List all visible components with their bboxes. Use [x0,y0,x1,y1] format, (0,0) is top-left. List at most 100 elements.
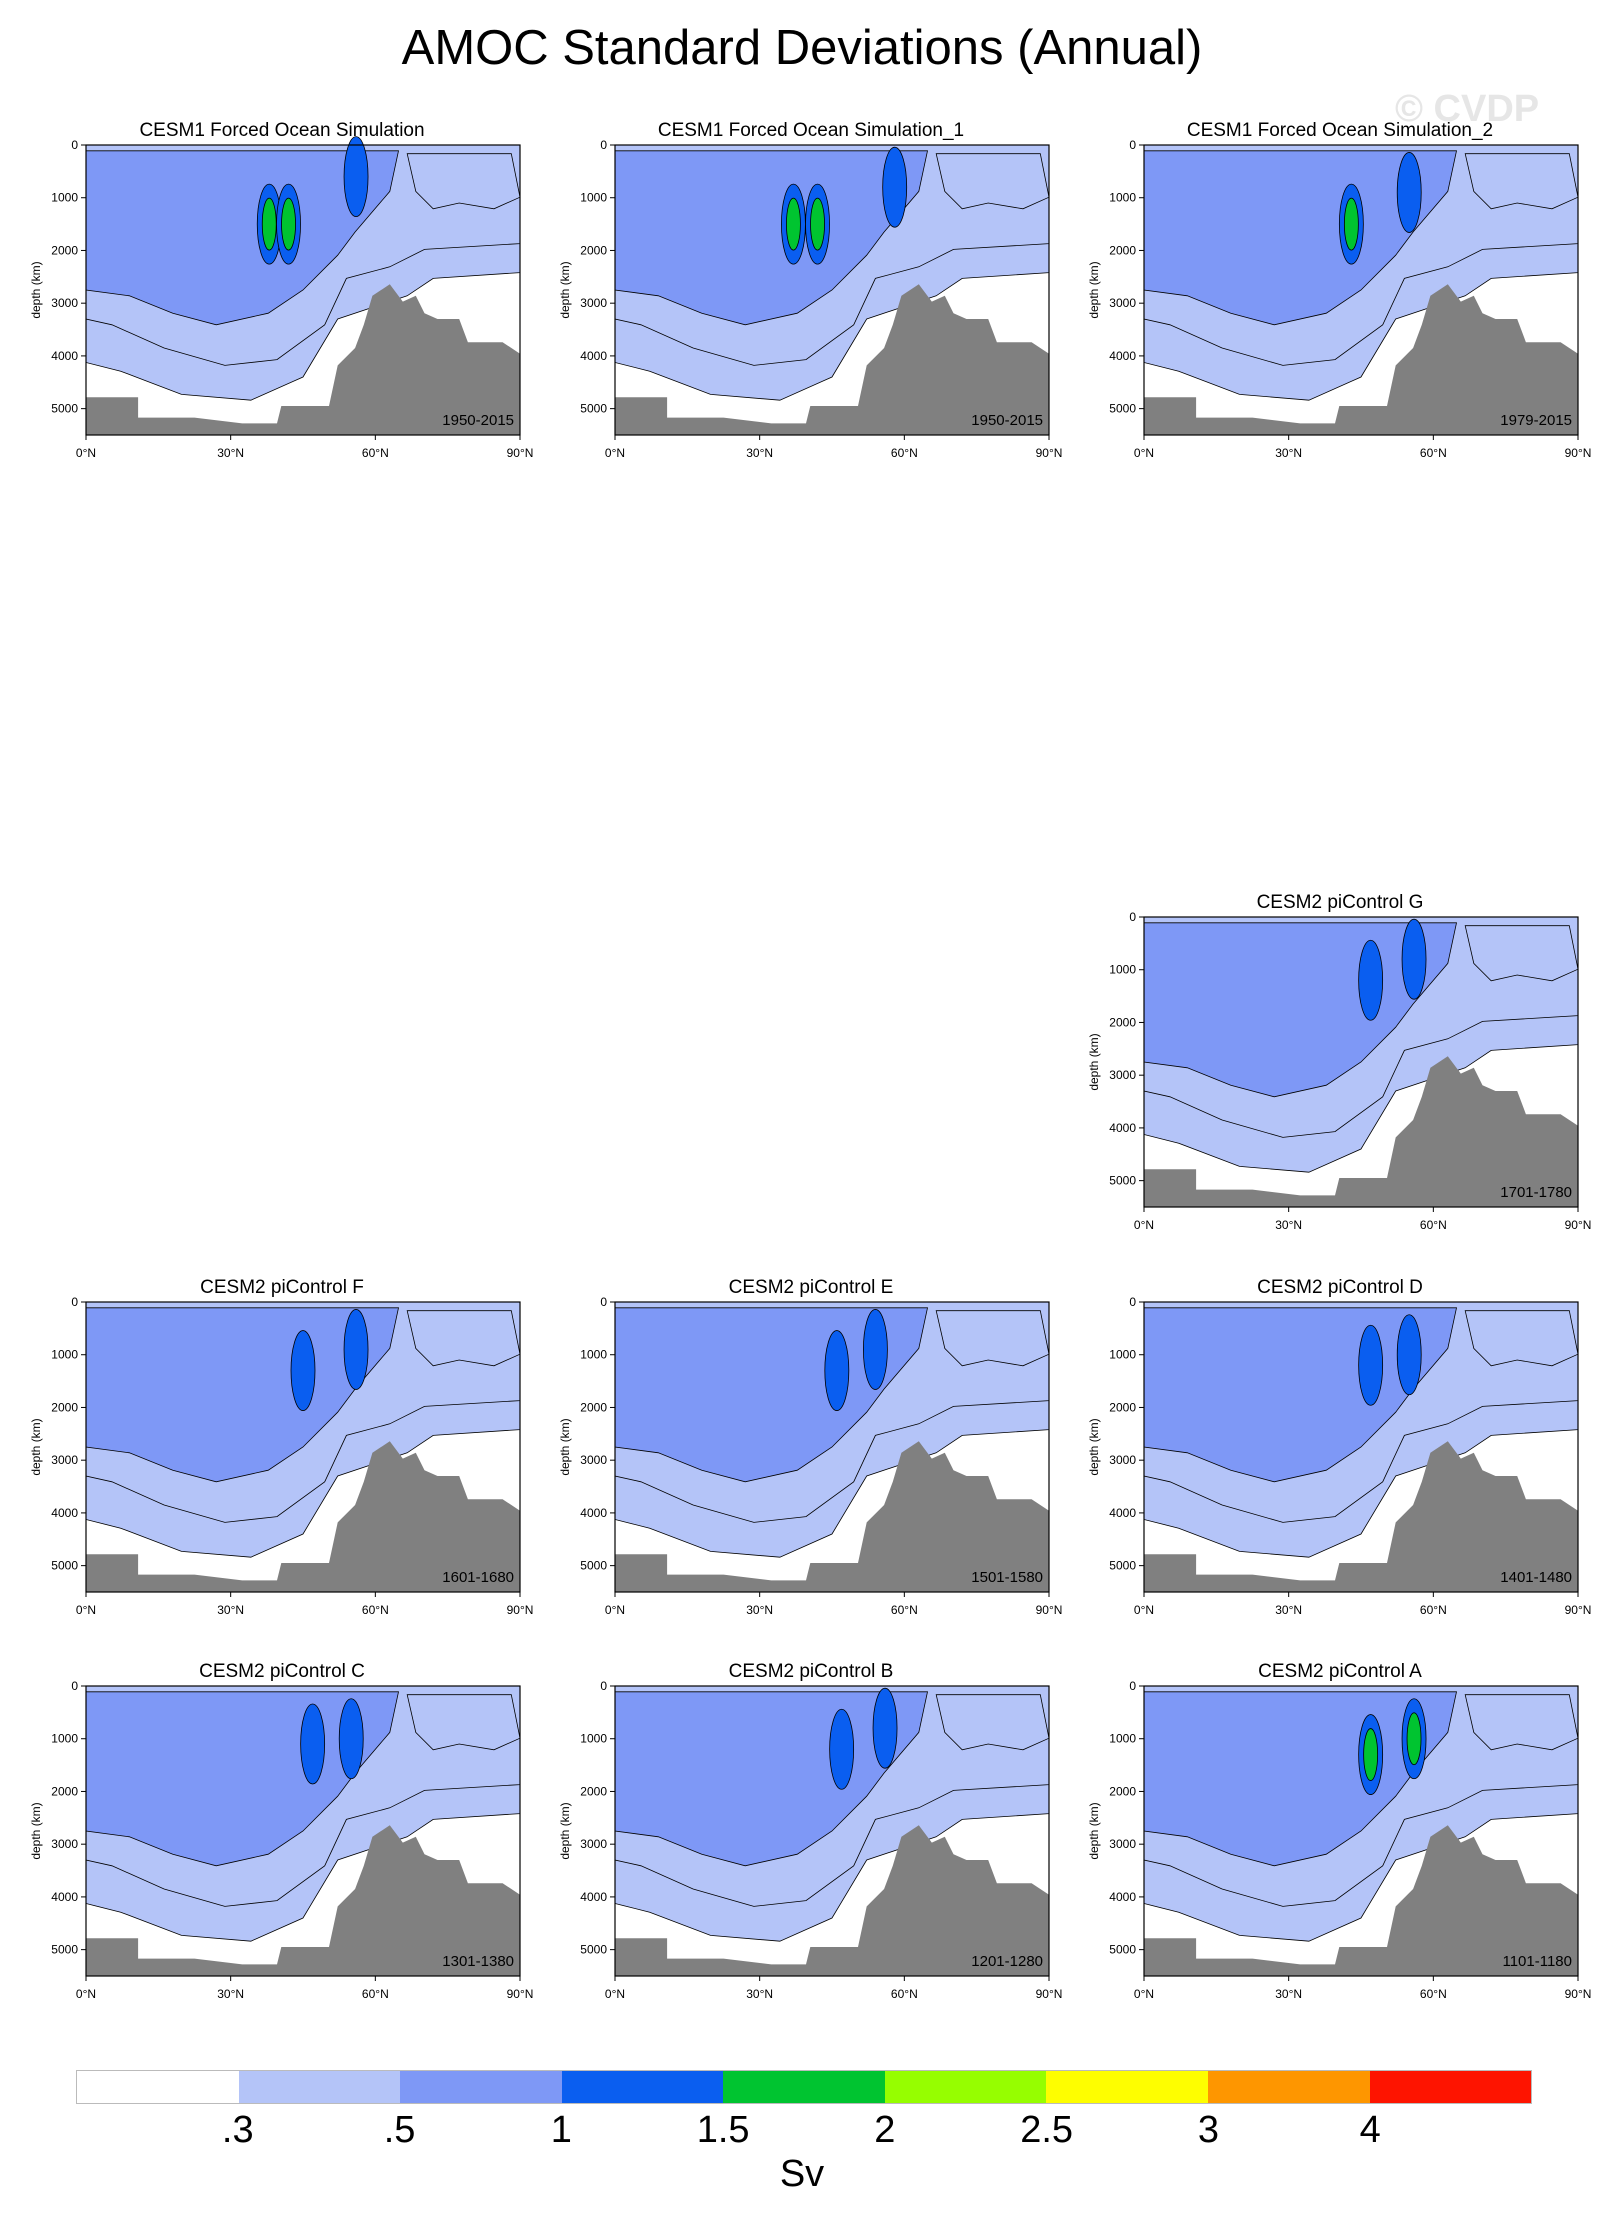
panel-title: CESM2 piControl C [199,1661,365,1682]
contour-plot: 0 1000 2000 3000 4000 5000 0°N 30°N 60°N 90°N dept… [1087,910,1592,1232]
x-tick-label: 60°N [1420,1603,1447,1617]
colorbar-box [1369,2071,1532,2103]
contour-band-nordic [406,1694,521,1751]
x-tick-label: 60°N [891,446,918,460]
x-tick-label: 60°N [1420,446,1447,460]
y-tick-label: 1000 [1109,191,1136,205]
x-tick-label: 90°N [1565,446,1592,460]
contour-lobe-1 [1363,1728,1379,1781]
contour-lobe-1 [829,1708,855,1790]
land-mask [1144,1056,1578,1207]
y-tick-label: 2000 [51,243,78,257]
y-tick-label: 3000 [1109,1837,1136,1851]
x-tick-label: 90°N [507,446,534,460]
land-mask [615,1825,1049,1976]
y-tick-label: 4000 [580,349,607,363]
y-tick-label: 2000 [580,1400,607,1414]
x-tick-label: 0°N [605,1987,625,2001]
y-axis-label: depth (km) [1087,1802,1101,1859]
y-tick-label: 2000 [1109,243,1136,257]
colorbar-box [1046,2071,1208,2103]
colorbar-label: 1.5 [696,2109,750,2151]
land-mask [1144,1825,1578,1976]
contour-plot: 0 1000 2000 3000 4000 5000 0°N 30°N 60°N 90°N dept… [1087,138,1592,460]
y-tick-label: 0 [1129,1295,1136,1309]
y-axis-label: depth (km) [29,1802,43,1859]
contour-band-1 [614,1307,928,1483]
y-tick-label: 5000 [580,1943,607,1957]
contour-band-nordic [935,1310,1050,1367]
y-tick-label: 4000 [1109,1506,1136,1520]
contour-lobe-1 [1358,939,1384,1021]
panel-title: CESM2 piControl A [1258,1661,1422,1682]
contour-band-1 [614,150,928,326]
contour-lobe-1 [824,1330,850,1411]
panel-title: CESM1 Forced Ocean Simulation_2 [1186,120,1494,141]
y-tick-label: 4000 [51,1890,78,1904]
y-tick-label: 2000 [51,1784,78,1798]
panel-title: CESM1 Forced Ocean Simulation [139,120,425,141]
period-label: 1950-2015 [971,412,1043,429]
panel-title: CESM2 piControl F [200,1277,364,1298]
x-tick-label: 0°N [1134,1987,1154,2001]
period-label: 1601-1680 [442,1569,514,1586]
y-tick-label: 5000 [580,1559,607,1573]
colorbar-label: 3 [1197,2109,1219,2151]
y-tick-label: 0 [1129,910,1136,924]
period-label: 1701-1780 [1500,1184,1572,1201]
colorbar-box [1207,2071,1370,2103]
y-tick-label: 0 [71,138,78,152]
y-tick-label: 3000 [580,1453,607,1467]
y-tick-label: 5000 [51,1943,78,1957]
y-tick-label: 4000 [1109,1121,1136,1135]
x-tick-label: 0°N [1134,1603,1154,1617]
contour-band-1 [85,150,399,326]
panel-8: CESM2 piControl C 0 1000 2000 3000 4000 5000 0°… [20,1661,533,2031]
plot-frame [85,1301,521,1593]
y-tick-label: 1000 [51,191,78,205]
contour-lobe-2 [281,197,296,251]
colorbar-label: 4 [1359,2109,1381,2151]
y-tick-label: 0 [71,1679,78,1693]
contour-band-nordic [935,153,1050,210]
plot-frame [614,144,1050,436]
x-tick-label: 0°N [1134,1218,1154,1232]
x-tick-label: 30°N [746,1603,773,1617]
x-tick-label: 90°N [1565,1218,1592,1232]
y-tick-label: 4000 [1109,349,1136,363]
contour-band-nordic [1464,925,1579,982]
colorbar-box [77,2071,239,2103]
y-tick-label: 5000 [51,1559,78,1573]
panel-10: CESM2 piControl A 0 1000 2000 3000 4000 5000 0°… [1078,1661,1591,2031]
y-tick-label: 1000 [51,1348,78,1362]
x-tick-label: 30°N [217,1603,244,1617]
contour-plot: 0 1000 2000 3000 4000 5000 0°N 30°N 60°N 90°N dept… [1087,1295,1591,1617]
contour-lobe-2 [1396,152,1422,233]
contour-lobe-2 [1396,1314,1422,1396]
plot-frame [85,144,521,436]
contour-band-1 [1143,150,1457,326]
contour-band-nordic [406,153,521,210]
figure-title: AMOC Standard Deviations (Annual) [401,21,1203,75]
panel-4: CESM2 piControl G 0 1000 2000 3000 4000 5000 0°… [1078,892,1591,1262]
colorbar-label: 1 [550,2109,572,2151]
contour-lobe-2 [1401,918,1427,1000]
x-tick-label: 60°N [891,1987,918,2001]
x-tick-label: 60°N [362,446,389,460]
colorbar-box [884,2071,1047,2103]
panel-title: CESM2 piControl E [728,1277,894,1298]
plot-frame [614,1685,1050,1977]
land-mask [1144,284,1578,435]
y-axis-label: depth (km) [1087,261,1101,318]
y-tick-label: 3000 [580,1837,607,1851]
contour-plot: 0 1000 2000 3000 4000 5000 0°N 30°N 60°N 90°N dept… [558,1295,1062,1617]
colorbar: .3 .5 1 1.5 2 2.5 3 4 Sv [0,2060,1604,2214]
x-tick-label: 60°N [362,1987,389,2001]
plot-frame [1143,1301,1579,1593]
y-tick-label: 5000 [1109,1943,1136,1957]
y-tick-label: 2000 [51,1400,78,1414]
period-label: 1301-1380 [442,1953,514,1970]
y-tick-label: 3000 [51,1837,78,1851]
y-tick-label: 4000 [580,1890,607,1904]
y-tick-label: 3000 [51,1453,78,1467]
